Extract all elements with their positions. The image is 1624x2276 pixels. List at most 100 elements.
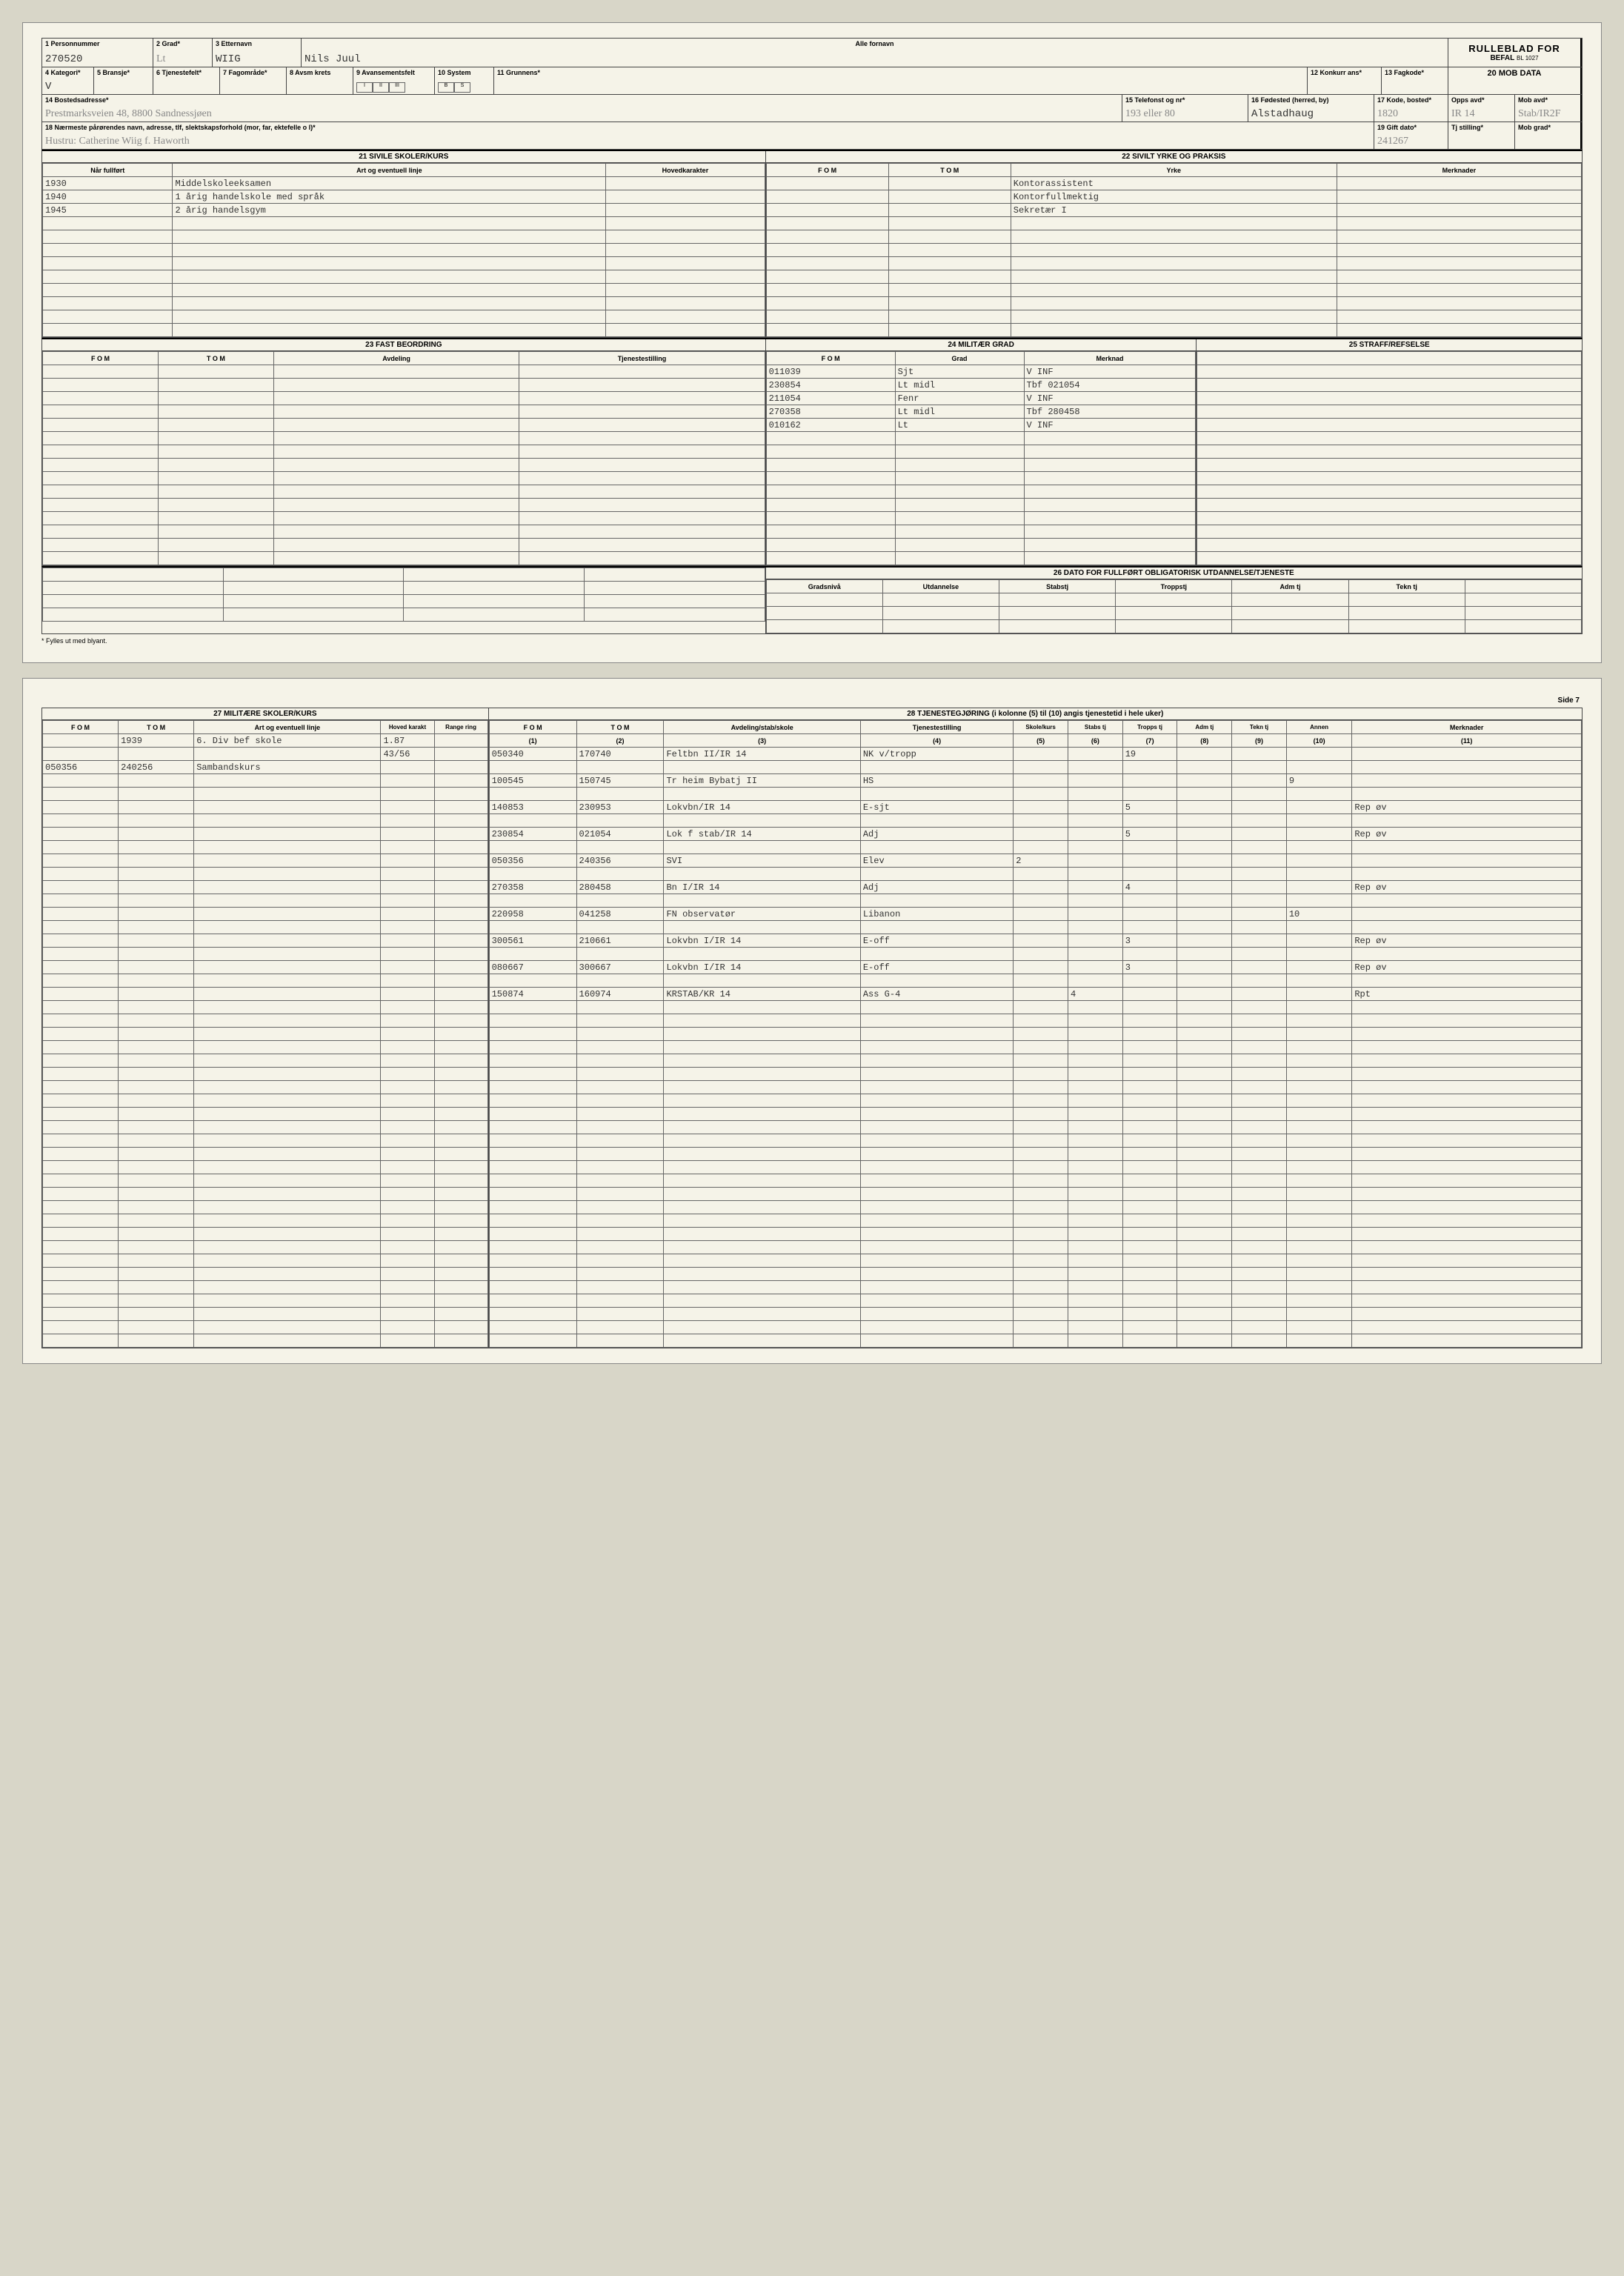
table-row [43,1188,488,1201]
table-cell: 1.87 [381,734,434,748]
table-row [43,512,765,525]
table-cell [1014,1214,1068,1228]
table-cell [860,1001,1013,1014]
table-cell [1197,459,1582,472]
table-cell [489,788,576,801]
table-cell [1122,1241,1177,1254]
table-cell [489,1228,576,1241]
table-cell [1177,934,1232,948]
table-row [766,297,1581,310]
table-cell [888,190,1011,204]
table-cell [1014,774,1068,788]
table-cell: Sjt [895,365,1024,379]
mob-data-label: 20 MOB DATA [1448,67,1582,94]
table-row: 19452 årig handelsgym [43,204,765,217]
field-kategori: 4 Kategori* V [42,67,94,94]
table-row [766,485,1196,499]
table-cell: 230854 [766,379,895,392]
table-row [766,270,1581,284]
table-cell [664,1108,860,1121]
table-row [1197,552,1582,565]
header-row-4: 18 Nærmeste pårørendes navn, adresse, tl… [41,122,1583,150]
table-cell [404,595,585,608]
sec27-table: F O M T O M Art og eventuell linje Hoved… [42,720,488,1348]
table-cell [273,432,519,445]
table-cell [888,297,1011,310]
table-cell [158,512,273,525]
table-cell [119,894,194,908]
table-row [489,1068,1581,1081]
table-cell [119,1094,194,1108]
table-cell [1068,1281,1122,1294]
table-cell [434,1268,487,1281]
table-row [43,881,488,894]
table-cell [1337,284,1581,297]
table-cell [1068,1094,1122,1108]
table-row [43,608,765,622]
table-cell [1286,1334,1351,1348]
table-cell [888,217,1011,230]
table-cell [606,270,765,284]
table-row [766,230,1581,244]
table-row [489,1148,1581,1161]
table-cell [43,814,119,828]
table-row [43,1268,488,1281]
table-cell [194,908,381,921]
table-cell [1122,1308,1177,1321]
table-row [766,459,1196,472]
table-cell [1014,1041,1068,1054]
field-parorende: 18 Nærmeste pårørendes navn, adresse, tl… [42,122,1374,149]
table-cell [1122,1028,1177,1041]
table-cell [1177,748,1232,761]
table-cell: 100545 [489,774,576,788]
table-cell [1177,1054,1232,1068]
table-cell [1014,1201,1068,1214]
table-cell [1177,1254,1232,1268]
table-cell [1014,1228,1068,1241]
table-cell [1177,961,1232,974]
table-cell [766,525,895,539]
table-cell [489,1308,576,1321]
table-cell [43,1174,119,1188]
table-cell [381,1268,434,1281]
table-cell [119,854,194,868]
table-cell: Lt midl [895,379,1024,392]
field-grad: 2 Grad* Lt [153,39,213,67]
table-cell [273,392,519,405]
table-row [1197,472,1582,485]
table-row [43,472,765,485]
table-cell [1197,525,1582,539]
table-cell [1014,934,1068,948]
table-cell: Rep øv [1352,881,1582,894]
table-cell [1197,552,1582,565]
table-cell [1177,774,1232,788]
table-cell [1014,1054,1068,1068]
table-cell: Rep øv [1352,801,1582,814]
table-cell [119,1294,194,1308]
table-cell [1068,748,1122,761]
table-cell [119,1014,194,1028]
table-cell: 230953 [576,801,664,814]
table-row: 150874160974KRSTAB/KR 14Ass G-44Rpt [489,988,1581,1001]
table-cell: 5 [1122,801,1177,814]
table-cell [1068,1014,1122,1028]
table-cell [43,974,119,988]
table-cell [1068,908,1122,921]
table-cell: 270358 [489,881,576,894]
table-row [489,1094,1581,1108]
table-cell [766,230,888,244]
table-cell [158,365,273,379]
table-cell [1286,1028,1351,1041]
table-cell [43,1161,119,1174]
table-cell [1352,908,1582,921]
field-avansement: 9 Avansementsfelt I II III [353,67,435,94]
table-row [766,324,1581,337]
table-cell [664,1308,860,1321]
table-cell [1068,761,1122,774]
table-row [43,419,765,432]
table-cell [119,841,194,854]
table-cell [381,1321,434,1334]
table-cell: 10 [1286,908,1351,921]
table-cell [766,432,895,445]
table-cell [1352,1028,1582,1041]
